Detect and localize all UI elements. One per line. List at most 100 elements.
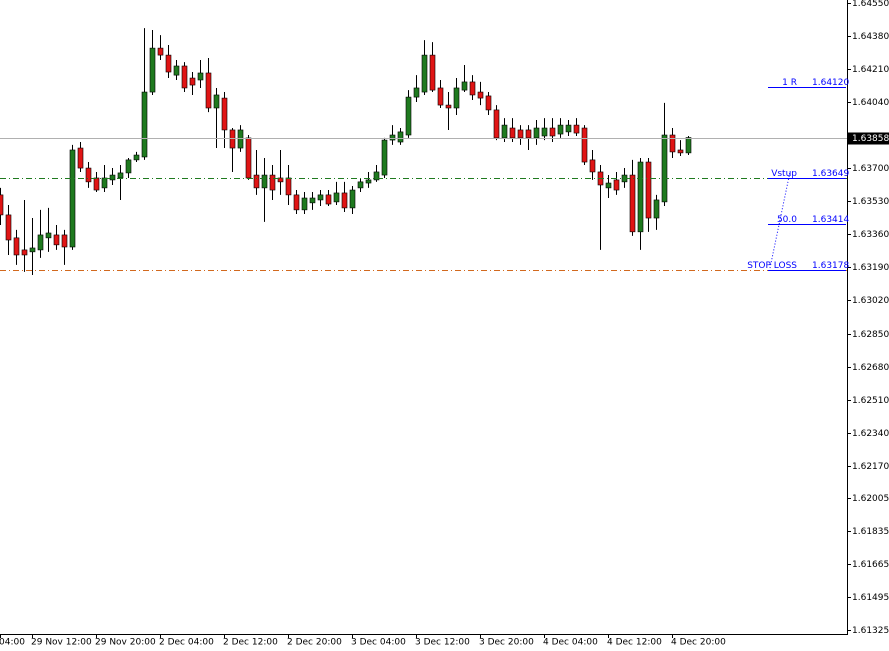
candle-body [181, 65, 188, 89]
y-tick-label: 1.62680 [852, 363, 889, 373]
candle-body [29, 247, 36, 253]
candle-body [5, 214, 12, 241]
candle-body [301, 197, 308, 211]
candle-body [117, 172, 124, 179]
candle-body [69, 149, 76, 248]
candle-body [549, 127, 556, 137]
x-tick-label: 2 Dec 20:00 [287, 638, 342, 648]
candle-body [501, 124, 508, 139]
candle-body [565, 124, 572, 133]
level-name: 50.0 [777, 215, 797, 225]
candle-body [557, 124, 564, 135]
candle-body [93, 177, 100, 191]
y-tick-label: 1.62340 [852, 429, 889, 439]
y-tick-label: 1.64210 [852, 65, 889, 75]
candle-body [269, 174, 276, 191]
level-name: Vstup [771, 169, 797, 179]
candle-body [613, 179, 620, 191]
candle-body [605, 182, 612, 189]
candle-body [405, 96, 412, 136]
candle-body [253, 174, 260, 189]
candle-body [517, 129, 524, 139]
candle-body [285, 177, 292, 196]
level-value: 1.63178 [812, 261, 849, 271]
y-tick-label: 1.62170 [852, 462, 889, 472]
candle-body [13, 237, 20, 256]
y-tick-label: 1.63530 [852, 197, 889, 207]
y-tick-label: 1.62005 [852, 494, 889, 504]
candle-body [677, 149, 684, 154]
candle-body [461, 81, 468, 91]
candle-body [165, 54, 172, 73]
candle-body [21, 249, 28, 256]
x-tick-label: 4 Dec 04:00 [543, 638, 598, 648]
candle-body [189, 77, 196, 86]
y-tick-label: 1.63700 [852, 164, 889, 174]
candle-body [413, 87, 420, 98]
y-tick-label: 1.63190 [852, 263, 889, 273]
x-tick-label: 29 Nov 20:00 [95, 638, 156, 648]
x-tick-label: 2 Dec 12:00 [223, 638, 278, 648]
level-value: 1.64120 [812, 78, 849, 88]
candle-body [133, 154, 140, 161]
y-tick-label: 1.61495 [852, 593, 889, 603]
candle-body [141, 91, 148, 158]
x-tick-label: 3 Dec 04:00 [351, 638, 406, 648]
y-tick-label: 1.64550 [852, 0, 889, 9]
candle-body [589, 159, 596, 173]
candle-body [205, 72, 212, 109]
candle-body [469, 81, 476, 96]
y-tick-label: 1.64380 [852, 32, 889, 42]
candle-body [429, 54, 436, 91]
last-price-box [848, 132, 889, 145]
y-tick-label: 1.62510 [852, 396, 889, 406]
candle-body [61, 234, 68, 248]
candle-body [293, 194, 300, 211]
candle-body [197, 72, 204, 81]
candle-body [493, 109, 500, 139]
candle-body [477, 91, 484, 99]
x-tick-label: 3 Dec 12:00 [415, 638, 470, 648]
candle-body [125, 159, 132, 174]
x-tick-label: 4 Dec 20:00 [671, 638, 726, 648]
candle-body [173, 65, 180, 76]
candle-body [109, 174, 116, 181]
candle-body [309, 197, 316, 204]
x-tick-label: 29 Nov 12:00 [31, 638, 92, 648]
candle-body [45, 232, 52, 239]
candle-body [533, 127, 540, 139]
candle-body [357, 181, 364, 189]
candle-body [341, 192, 348, 209]
candle-body [581, 127, 588, 163]
y-tick-label: 1.63360 [852, 230, 889, 240]
candle-body [661, 134, 668, 203]
candle-body [53, 234, 60, 246]
x-tick-label: 04:00 [0, 638, 25, 648]
candle-body [541, 127, 548, 137]
candle-body [365, 179, 372, 184]
candle-body [277, 177, 284, 183]
candle-body [437, 87, 444, 106]
candle-body [221, 97, 228, 131]
candle-body [85, 167, 92, 183]
candle-body [525, 129, 532, 139]
last-price-label: 1.63858 [852, 134, 889, 144]
candle-body [245, 137, 252, 179]
candle-body [157, 47, 164, 56]
level-value: 1.63414 [812, 215, 849, 225]
y-tick-label: 1.61665 [852, 560, 889, 570]
candle-body [485, 95, 492, 111]
candle-body [653, 199, 660, 219]
y-tick-label: 1.63020 [852, 296, 889, 306]
plot-area [0, 28, 692, 275]
candle-body [453, 87, 460, 109]
candle-body [509, 127, 516, 139]
candle-body [421, 54, 428, 93]
candle-body [389, 134, 396, 141]
x-tick-label: 3 Dec 20:00 [479, 638, 534, 648]
y-tick-label: 1.62850 [852, 330, 889, 340]
candle-body [101, 177, 108, 189]
